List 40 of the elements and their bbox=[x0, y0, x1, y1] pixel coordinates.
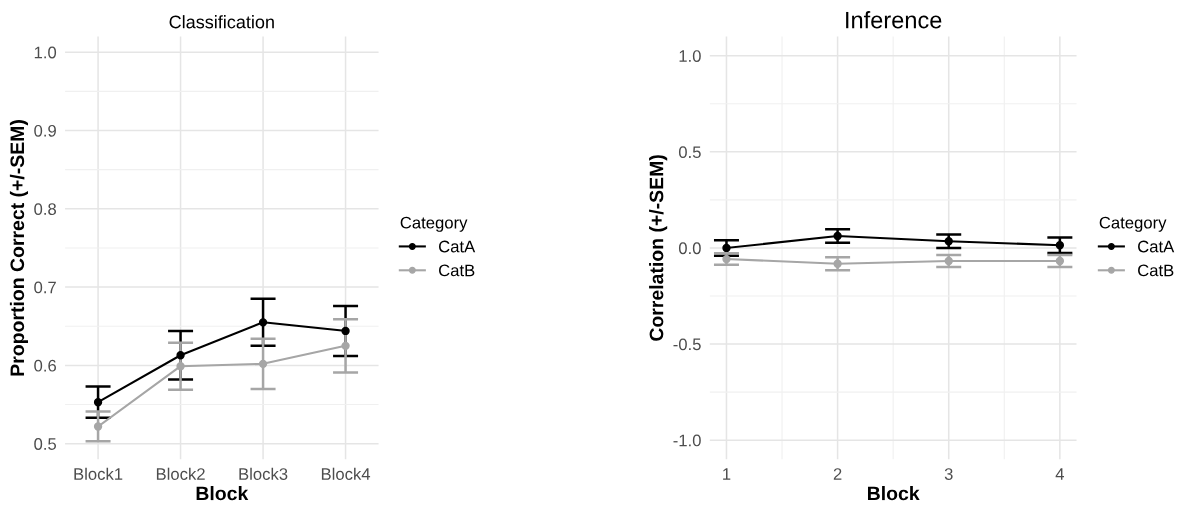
point bbox=[93, 398, 103, 407]
y-tick-label: 0.6 bbox=[34, 359, 56, 372]
chart-title: Classification bbox=[169, 15, 274, 29]
x-tick-label: Block3 bbox=[239, 467, 288, 480]
point bbox=[1055, 241, 1065, 250]
x-tick-label: 1 bbox=[723, 468, 731, 480]
y-axis-title: Proportion Correct (+/-SEM) bbox=[9, 120, 29, 376]
y-tick-label: -1.0 bbox=[673, 434, 701, 447]
point bbox=[341, 341, 350, 350]
x-tick-label: Block2 bbox=[156, 467, 205, 480]
y-tick-label: 0.8 bbox=[34, 203, 57, 215]
y-tick-label: -0.5 bbox=[673, 338, 701, 351]
x-tick-label: 2 bbox=[833, 468, 842, 480]
x-tick-label: Block4 bbox=[321, 467, 371, 480]
point bbox=[341, 326, 350, 336]
chart-title: Inference bbox=[846, 11, 942, 29]
x-tick-label: 3 bbox=[944, 468, 953, 480]
point bbox=[258, 359, 268, 369]
y-tick-label: 0.7 bbox=[34, 281, 56, 294]
legend-label: CatB bbox=[439, 264, 475, 277]
point bbox=[176, 362, 185, 371]
y-tick-label: 1.0 bbox=[679, 50, 701, 62]
y-axis-title: Correlation (+/-SEM) bbox=[649, 155, 668, 341]
legend-label: CatA bbox=[1138, 240, 1175, 253]
y-tick-label: 0.9 bbox=[34, 124, 56, 137]
legend-label: CatA bbox=[439, 240, 476, 253]
y-tick-label: 0.5 bbox=[34, 438, 57, 450]
y-tick-label: 1.0 bbox=[34, 46, 57, 59]
x-tick-label: Block1 bbox=[74, 467, 123, 480]
point bbox=[176, 351, 185, 360]
x-tick-label: 4 bbox=[1055, 468, 1065, 480]
y-tick-label: 0.5 bbox=[678, 146, 701, 159]
legend-title: Category bbox=[1099, 216, 1167, 232]
legend-label: CatB bbox=[1138, 264, 1174, 277]
x-axis-title: Block bbox=[196, 486, 249, 501]
point bbox=[93, 422, 103, 431]
legend-title: Category bbox=[400, 216, 468, 232]
x-axis-title: Block bbox=[867, 486, 920, 501]
y-tick-label: 0.0 bbox=[678, 242, 701, 255]
point bbox=[258, 318, 268, 327]
